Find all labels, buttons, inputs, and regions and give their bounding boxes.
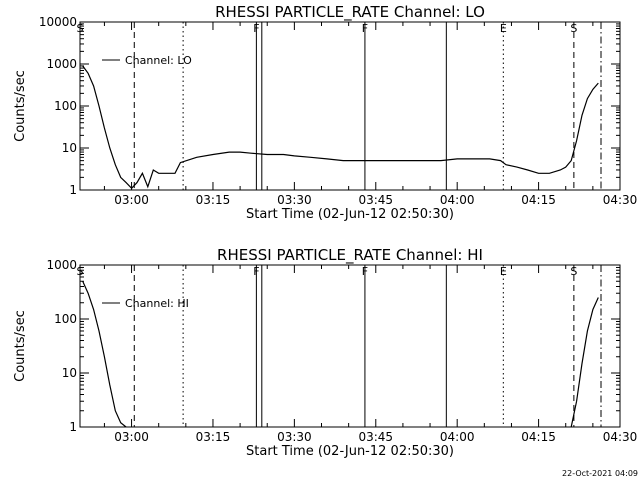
annotation-label: S — [570, 265, 577, 278]
series-line — [570, 297, 599, 428]
series-line — [82, 65, 599, 190]
y-tick-label: 1000 — [46, 258, 77, 272]
x-tick-label: 03:00 — [114, 430, 149, 444]
x-axis-label: Start Time (02-Jun-12 02:50:30) — [246, 444, 454, 459]
y-tick-label: 10 — [62, 366, 77, 380]
annotation-label: F — [253, 265, 259, 278]
x-axis-label: Start Time (02-Jun-12 02:50:30) — [246, 207, 454, 222]
legend-label: Channel: HI — [125, 297, 189, 310]
annotation-label: S — [77, 22, 84, 35]
x-tick-label: 03:30 — [277, 193, 312, 207]
y-axis-label: Counts/sec — [13, 310, 28, 382]
x-tick-label: 04:30 — [603, 430, 638, 444]
x-tick-label: 04:30 — [603, 193, 638, 207]
plot-frame — [79, 264, 621, 428]
y-tick-label: 10 — [62, 141, 77, 155]
y-tick-label: 10000 — [39, 15, 77, 29]
legend-label: Channel: LO — [125, 54, 192, 67]
y-tick-label: 1000 — [46, 57, 77, 71]
annotation-label: S — [570, 22, 577, 35]
x-tick-label: 03:00 — [114, 193, 149, 207]
annotation-label: E — [500, 265, 507, 278]
hi-channel-panel: RHESSI PARTICLE_RATE Channel: HI 1 10 100 10… — [13, 246, 637, 459]
y-tick-label: 1 — [69, 183, 77, 197]
annotation-label: F — [362, 265, 368, 278]
x-tick-label: 04:15 — [521, 430, 556, 444]
annotation-label: F — [253, 22, 259, 35]
annotation-label: F — [362, 22, 368, 35]
x-tick-label: 03:45 — [358, 430, 393, 444]
chart-title: RHESSI PARTICLE_RATE Channel: HI — [217, 246, 483, 265]
footer-timestamp: 22-Oct-2021 04:09 — [562, 469, 638, 478]
annotation-label: E — [500, 22, 507, 35]
y-tick-label: 100 — [54, 99, 77, 113]
y-axis-label: Counts/sec — [13, 70, 28, 142]
x-tick-label: 04:15 — [521, 193, 556, 207]
lo-channel-panel: RHESSI PARTICLE_RATE Channel: LO 1 10 100 10… — [13, 3, 637, 222]
series-line — [82, 281, 127, 428]
x-tick-label: 03:45 — [358, 193, 393, 207]
x-tick-label: 04:00 — [440, 193, 475, 207]
x-tick-label: 03:15 — [196, 430, 231, 444]
annotation-label: S — [77, 265, 84, 278]
x-tick-label: 03:30 — [277, 430, 312, 444]
x-tick-label: 03:15 — [196, 193, 231, 207]
chart-title: RHESSI PARTICLE_RATE Channel: LO — [215, 3, 485, 22]
x-tick-label: 04:00 — [440, 430, 475, 444]
y-tick-label: 1 — [69, 420, 77, 434]
plot-frame — [79, 21, 621, 191]
y-tick-label: 100 — [54, 312, 77, 326]
